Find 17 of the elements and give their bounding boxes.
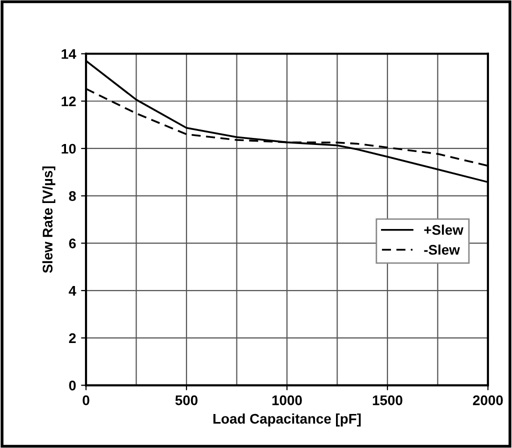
x-tick-label: 1000 (272, 395, 302, 406)
x-axis-title: Load Capacitance [pF] (213, 414, 361, 426)
y-tick-label: 10 (62, 144, 76, 154)
y-tick-label: 8 (69, 191, 76, 202)
y-tick-label: 6 (69, 238, 76, 248)
y-tick-label: 2 (69, 333, 76, 343)
x-tick-label: 0 (82, 395, 90, 406)
x-tick-label: 1500 (372, 395, 402, 406)
y-tick-label: 14 (62, 49, 76, 59)
legend-label: +Slew (424, 224, 464, 235)
x-tick-label: 2000 (472, 395, 503, 406)
y-tick-label: 4 (68, 286, 76, 296)
y-tick-label: 0 (69, 380, 76, 390)
legend-label: -Slew (424, 244, 460, 255)
y-tick-label: 12 (62, 96, 76, 106)
x-tick-label: 500 (175, 395, 198, 406)
y-axis-title: Slew Rate [V/µs] (42, 166, 56, 273)
